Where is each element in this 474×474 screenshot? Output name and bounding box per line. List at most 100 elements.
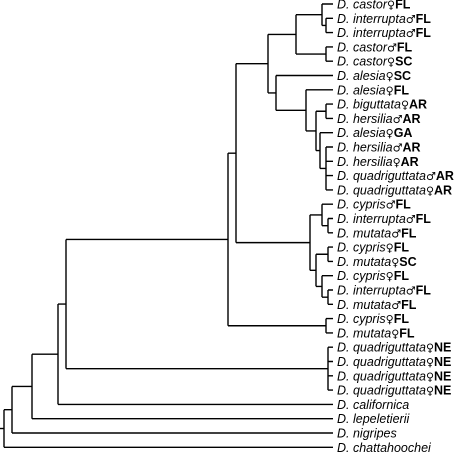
tree-branches [0,3,333,448]
male-symbol-icon: ♂ [393,142,403,155]
leaf-label: D. interrupta♂FL [337,284,431,298]
female-symbol-icon: ♀ [386,270,394,283]
species-name: D. mutata [337,226,391,240]
species-name: D. quadriguttata [337,341,426,355]
clade-c_bh [325,103,333,120]
leaf-label: D. interrupta♂FL [337,212,431,226]
leaf-label: D. mutata♀SC [337,255,417,269]
leaf-label: D. cypris♂FL [337,198,411,212]
locality-code: FL [401,226,417,240]
leaf-label: D. castor♂FL [337,40,413,54]
locality-code: FL [394,312,410,326]
locality-code: FL [394,83,410,97]
locality-code: FL [416,212,432,226]
male-symbol-icon: ♂ [406,27,416,40]
female-symbol-icon: ♀ [391,256,399,269]
locality-code: NE [434,341,451,355]
male-symbol-icon: ♂ [391,227,401,240]
female-symbol-icon: ♀ [426,356,434,369]
leaf-label: D. castor♀FL [337,0,411,12]
locality-code: AR [401,155,419,169]
locality-code: FL [416,12,432,26]
male-symbol-icon: ♂ [406,285,416,298]
species-name: D. hersilia [337,112,393,126]
species-name: D. interrupta [337,12,406,26]
clade-c_cm [327,246,333,263]
female-symbol-icon: ♀ [426,385,434,398]
species-name: D. cypris [337,312,386,326]
leaf-label: D. interrupta♂FL [337,26,431,40]
leaf-label: D. quadriguttata♀NE [337,384,451,398]
leaf-label: D. interrupta♂FL [337,12,431,26]
locality-code: FL [401,298,417,312]
locality-code: GA [394,126,413,140]
locality-code: AR [402,112,420,126]
leaf-label: D. cypris♀FL [337,241,409,255]
male-symbol-icon: ♂ [386,199,396,212]
leaf-label: D. mutata♂FL [337,226,417,240]
species-name: D. nigripes [337,427,397,441]
clade-c_q [327,346,333,391]
clade-root [3,409,333,448]
clade-c_upper [275,74,333,112]
species-name: D. alesia [337,126,386,140]
clade-c_al [305,89,333,132]
leaf-label: D. mutata♀FL [337,326,415,340]
female-symbol-icon: ♀ [401,99,409,112]
leaf-label: D. californica [337,398,409,412]
species-name: D. quadriguttata [337,369,426,383]
locality-code: NE [434,355,451,369]
species-name: D. castor [337,55,388,69]
leaf-label: D. cypris♀FL [337,269,409,283]
species-name: D. mutata [337,255,391,269]
clade-c_a [321,3,333,27]
clade-c_n [11,385,333,434]
female-symbol-icon: ♀ [386,84,394,97]
locality-code: FL [395,0,411,12]
species-name: D. biguttata [337,98,401,112]
species-name: D. hersilia [337,155,393,169]
locality-code: FL [396,198,412,212]
clade-c_bq [65,238,328,370]
clade-c_cas [325,46,333,62]
species-name: D. castor [337,40,388,54]
leaf-label: D. quadriguttata♀NE [337,355,451,369]
species-name: D. chattahoochei [337,441,432,455]
leaf-label: D. hersilia♂AR [337,112,421,126]
leaf-label: D. chattahoochei [337,441,432,455]
leaf-label: D. quadriguttata♀NE [337,369,451,383]
species-name: D. interrupta [337,212,406,226]
locality-code: NE [434,384,451,398]
locality-code: SC [399,255,416,269]
locality-code: FL [397,40,413,54]
female-symbol-icon: ♀ [386,313,394,326]
locality-code: AR [434,183,452,197]
male-symbol-icon: ♂ [391,299,401,312]
locality-code: FL [394,269,410,283]
male-symbol-icon: ♂ [393,113,403,126]
species-name: D. lepeletierii [337,412,410,426]
leaf-label: D. alesia♀FL [337,83,409,97]
female-symbol-icon: ♀ [426,342,434,355]
leaf-label: D. hersilia♀AR [337,155,419,169]
female-symbol-icon: ♀ [426,184,434,197]
species-name: D. alesia [337,83,386,97]
locality-code: FL [416,26,432,40]
leaf-label: D. alesia♀SC [337,69,411,83]
locality-code: SC [395,55,412,69]
female-symbol-icon: ♀ [387,0,395,12]
female-symbol-icon: ♀ [386,70,394,83]
female-symbol-icon: ♀ [391,327,399,340]
clade-c_im2 [327,289,333,305]
male-symbol-icon: ♂ [406,13,416,26]
locality-code: FL [416,284,432,298]
male-symbol-icon: ♂ [426,170,436,183]
species-name: D. hersilia [337,141,393,155]
female-symbol-icon: ♀ [387,56,395,69]
leaf-label: D. biguttata♀AR [337,98,427,112]
species-name: D. castor [337,0,388,12]
clade-c_main [235,62,310,244]
male-symbol-icon: ♂ [406,213,416,226]
female-symbol-icon: ♀ [386,127,394,140]
